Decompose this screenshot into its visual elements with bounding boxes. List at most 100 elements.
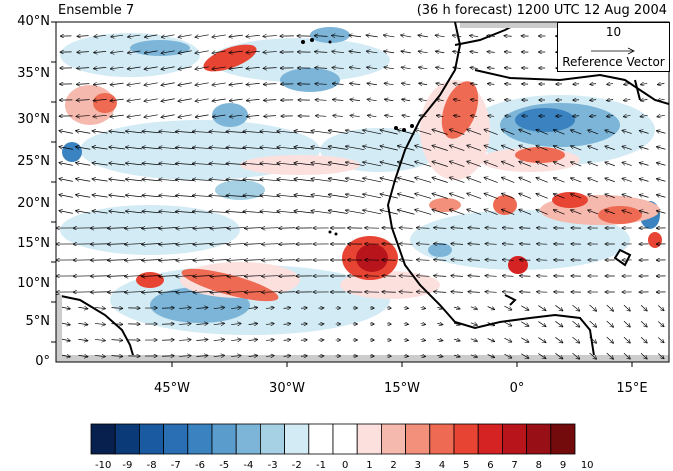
wind-vector <box>403 308 408 309</box>
wind-vector <box>450 193 465 199</box>
wind-vector <box>503 244 514 245</box>
colorbar-box <box>259 423 285 455</box>
wind-vector <box>468 260 480 261</box>
wind-vector <box>176 259 194 260</box>
wind-vector <box>61 307 70 309</box>
wind-vector <box>367 51 378 53</box>
colorbar-box <box>284 423 310 455</box>
wind-vector <box>77 84 90 85</box>
wind-vector <box>454 115 461 116</box>
wind-vector <box>145 35 158 37</box>
wind-vector <box>346 146 365 151</box>
wind-vector <box>519 130 532 135</box>
wind-vector <box>605 162 615 167</box>
wind-vector <box>572 304 579 311</box>
colorbar-label: -6 <box>195 460 205 471</box>
lat-label-5n: 5°N <box>25 314 51 329</box>
wind-vector <box>418 51 428 53</box>
wind-vector <box>94 339 105 340</box>
wind-vector <box>227 260 245 261</box>
wind-vector <box>503 228 514 229</box>
wind-vector <box>247 115 260 116</box>
wind-vector <box>209 211 229 212</box>
wind-vector <box>246 67 260 68</box>
wind-vector <box>572 352 579 359</box>
wind-vector <box>401 51 411 53</box>
wind-vector <box>554 178 565 183</box>
lat-label-10n: 10°N <box>17 276 50 291</box>
colorbar-box <box>477 423 503 455</box>
wind-vector <box>196 307 207 308</box>
wind-vector <box>536 130 548 135</box>
wind-vector <box>94 323 105 324</box>
wind-vector <box>108 244 127 245</box>
wind-vector <box>195 34 209 37</box>
wind-vector <box>367 99 377 100</box>
wind-vector <box>315 100 327 101</box>
wind-vector <box>212 83 226 85</box>
wind-vector <box>468 244 480 245</box>
colorbar-box <box>235 423 261 455</box>
wind-vector <box>76 147 91 150</box>
wind-vector <box>111 356 122 357</box>
wind-vector <box>193 275 211 276</box>
wind-vector <box>367 67 378 69</box>
colorbar-label: -1 <box>316 460 326 471</box>
islands <box>301 38 414 236</box>
wind-vector <box>213 323 225 324</box>
wind-vector <box>554 194 565 199</box>
wind-vector <box>162 324 174 325</box>
wind-vector <box>420 308 426 309</box>
colorbar-label: -7 <box>170 460 181 471</box>
wind-vector <box>470 307 477 309</box>
wind-vector <box>368 115 377 116</box>
wind-vector <box>519 194 532 199</box>
wind-vector <box>434 276 447 277</box>
wind-vector <box>471 116 478 117</box>
wind-vector <box>161 82 175 85</box>
wind-vector <box>606 304 614 311</box>
colorbar-label: 4 <box>438 460 446 471</box>
wind-vector <box>571 210 582 215</box>
wind-vector <box>76 131 91 134</box>
wind-vector <box>623 320 630 327</box>
wind-vector <box>108 260 127 261</box>
wind-vector <box>437 307 442 308</box>
wind-vector <box>264 116 277 117</box>
wind-vector <box>385 115 394 116</box>
wind-vector <box>504 337 511 342</box>
wind-vector <box>127 67 141 69</box>
wind-vector <box>415 194 432 199</box>
wind-vector <box>382 228 396 229</box>
colorbar-label: -4 <box>243 460 254 471</box>
wind-vector <box>503 292 514 293</box>
wind-vector <box>283 356 291 357</box>
wind-vector <box>451 228 464 229</box>
colorbar-label: 1 <box>366 460 373 471</box>
colorbar-box <box>114 423 140 455</box>
wind-vector <box>142 228 161 229</box>
wind-vector <box>657 147 666 149</box>
wind-vector <box>623 336 630 343</box>
wind-vector <box>210 227 228 228</box>
wind-vector <box>417 292 430 293</box>
wind-vector <box>363 130 382 135</box>
wind-vector <box>162 308 174 309</box>
wind-vector <box>488 100 495 101</box>
wind-vector <box>657 211 666 213</box>
wind-vector <box>657 163 666 165</box>
wind-vector <box>213 339 225 340</box>
colorbar-label: -9 <box>122 460 133 471</box>
wind-vector <box>470 35 479 36</box>
wind-vector <box>487 354 495 357</box>
wind-vector <box>195 115 209 117</box>
wind-vector <box>380 178 398 183</box>
wind-vector <box>94 67 107 68</box>
wind-vector <box>385 99 394 100</box>
wind-vector <box>657 353 664 358</box>
wind-vector <box>328 178 348 182</box>
colorbar-box <box>90 423 116 455</box>
wind-vector <box>605 194 615 199</box>
wind-vector <box>571 130 582 135</box>
wind-vector <box>161 66 175 69</box>
